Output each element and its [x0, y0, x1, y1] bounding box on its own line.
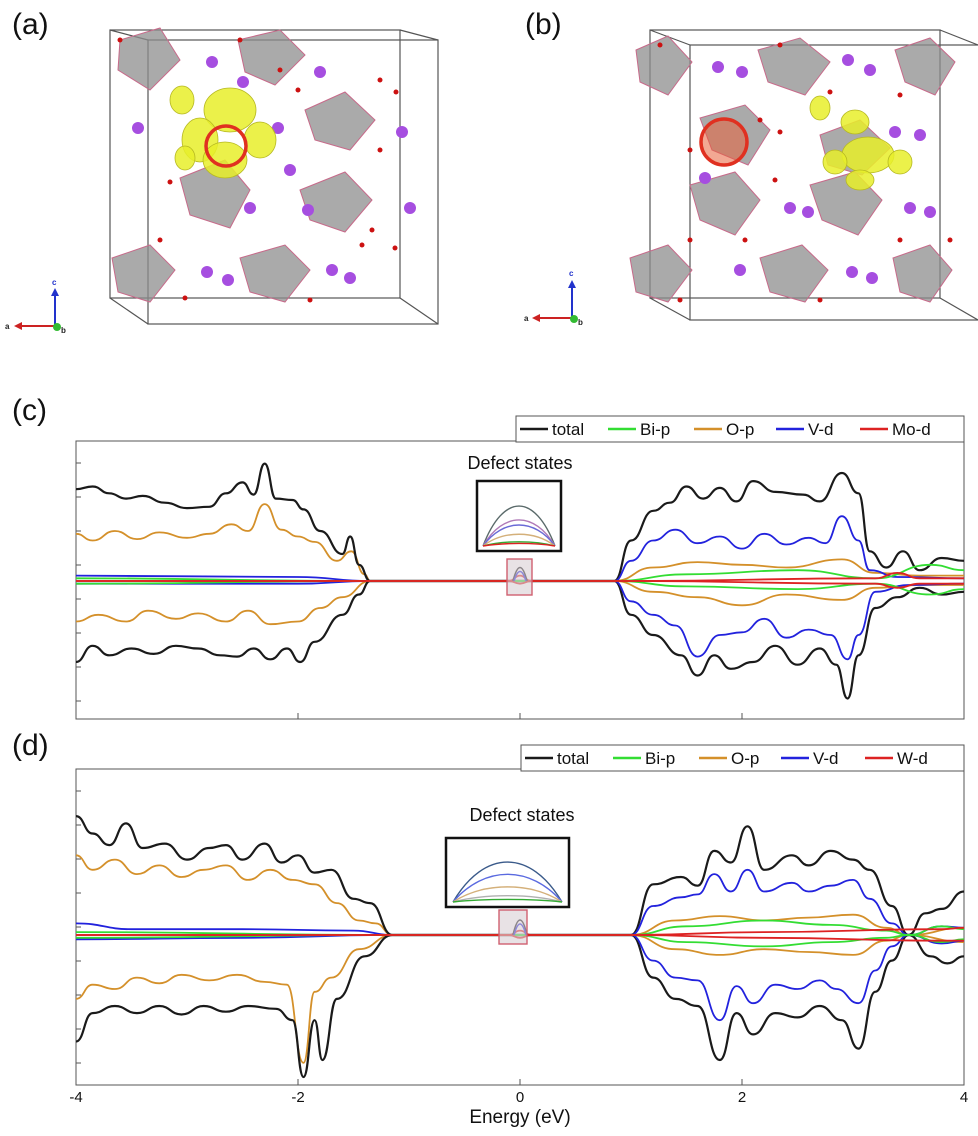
structure-panel-b: (b) — [524, 8, 978, 327]
panel-label-b: (b) — [525, 8, 562, 41]
series-line-o-p-spin-down — [75, 580, 964, 626]
dos-panel-d: (d) total Bi-p O-p V-d W-d Defect states -4-… — [12, 729, 968, 1128]
structure-panel-a: (a) — [5, 8, 439, 335]
defect-highlight-d — [498, 909, 528, 945]
defect-states-label-d: Defect states — [469, 805, 574, 825]
defect-annotation-d: Defect states — [444, 805, 575, 945]
series-line-w-d-spin-down — [76, 934, 964, 942]
legend-label-o-p: O-p — [726, 420, 754, 439]
axis-label-b-b: b — [578, 318, 583, 327]
axis-label-a-a: a — [5, 322, 10, 331]
legend-label-bi-p: Bi-p — [645, 749, 675, 768]
axis-indicator-a: c a b — [5, 278, 66, 335]
series-group-d — [75, 815, 965, 1079]
x-axis-title: Energy (eV) — [469, 1107, 570, 1128]
inset-curve-4 — [452, 898, 563, 903]
x-tick-labels: -4 -2 0 2 4 — [69, 1089, 968, 1106]
x-tick-label: 4 — [960, 1089, 968, 1106]
inset-box-d — [444, 836, 571, 909]
axis-label-c-a: c — [52, 278, 57, 287]
axis-label-a-b: a — [524, 314, 529, 323]
o-atoms-b — [657, 42, 953, 303]
isosurface-b — [809, 95, 913, 191]
legend-label-v-d: V-d — [808, 420, 834, 439]
panel-label-c: (c) — [12, 394, 47, 427]
octahedra-a — [111, 27, 376, 303]
legend-label-w-d: W-d — [897, 749, 928, 768]
isosurface-a — [169, 85, 277, 179]
axis-label-b-a: b — [61, 326, 66, 335]
dos-panel-c: (c) total Bi-p O-p V-d Mo-d Defect states — [12, 394, 965, 720]
x-tick-label: -4 — [69, 1089, 82, 1106]
defect-circle-a — [204, 124, 248, 168]
legend-label-total: total — [557, 749, 589, 768]
inset-box-c — [475, 479, 563, 553]
unit-cell-box-a — [109, 29, 439, 325]
legend-label-v-d: V-d — [813, 749, 839, 768]
inset-curve-0 — [452, 861, 563, 903]
o-atoms-a — [117, 37, 399, 303]
bi-atoms-b — [699, 54, 936, 284]
series-line-total-spin-down — [75, 933, 965, 1079]
legend-label-total: total — [552, 420, 584, 439]
inset-curve-1 — [482, 519, 556, 547]
inset-curve-0 — [482, 505, 556, 547]
axis-label-c-b: c — [569, 269, 574, 278]
series-line-o-p-spin-up — [75, 854, 965, 936]
defect-states-label-c: Defect states — [467, 453, 572, 473]
legend-c: total Bi-p O-p V-d Mo-d — [515, 415, 965, 443]
bi-atoms-a — [132, 56, 416, 286]
legend-box-c — [515, 415, 965, 443]
series-line-mo-d-spin-down — [76, 580, 964, 589]
legend-label-o-p: O-p — [731, 749, 759, 768]
defect-annotation-c: Defect states — [467, 453, 573, 596]
x-tick-label: 2 — [738, 1089, 746, 1106]
inset-curves-c — [482, 505, 556, 547]
legend-label-mo-d: Mo-d — [892, 420, 931, 439]
inset-curve-3 — [452, 895, 563, 903]
legend-d: total Bi-p O-p V-d W-d — [520, 744, 965, 772]
series-line-o-p-spin-up — [75, 503, 964, 582]
inset-curve-3 — [482, 533, 556, 547]
legend-label-bi-p: Bi-p — [640, 420, 670, 439]
axis-indicator-b: c a b — [524, 269, 583, 327]
defect-highlight-c — [506, 558, 533, 596]
inset-curve-2 — [452, 886, 563, 903]
x-tick-label: 0 — [516, 1089, 524, 1106]
x-tick-label: -2 — [291, 1089, 304, 1106]
inset-curve-5 — [482, 542, 556, 547]
series-line-o-p-spin-down — [75, 934, 965, 1064]
tick-marks-c — [75, 462, 965, 719]
defect-circle-b — [699, 117, 749, 167]
inset-curve-1 — [452, 873, 563, 903]
panel-label-a: (a) — [12, 8, 49, 41]
inset-curves-d — [452, 861, 563, 903]
inset-curve-2 — [482, 524, 556, 547]
series-group-c — [75, 462, 965, 700]
tick-marks-d — [75, 790, 965, 1085]
panel-label-d: (d) — [12, 729, 49, 762]
series-line-v-d-spin-up — [75, 868, 965, 936]
